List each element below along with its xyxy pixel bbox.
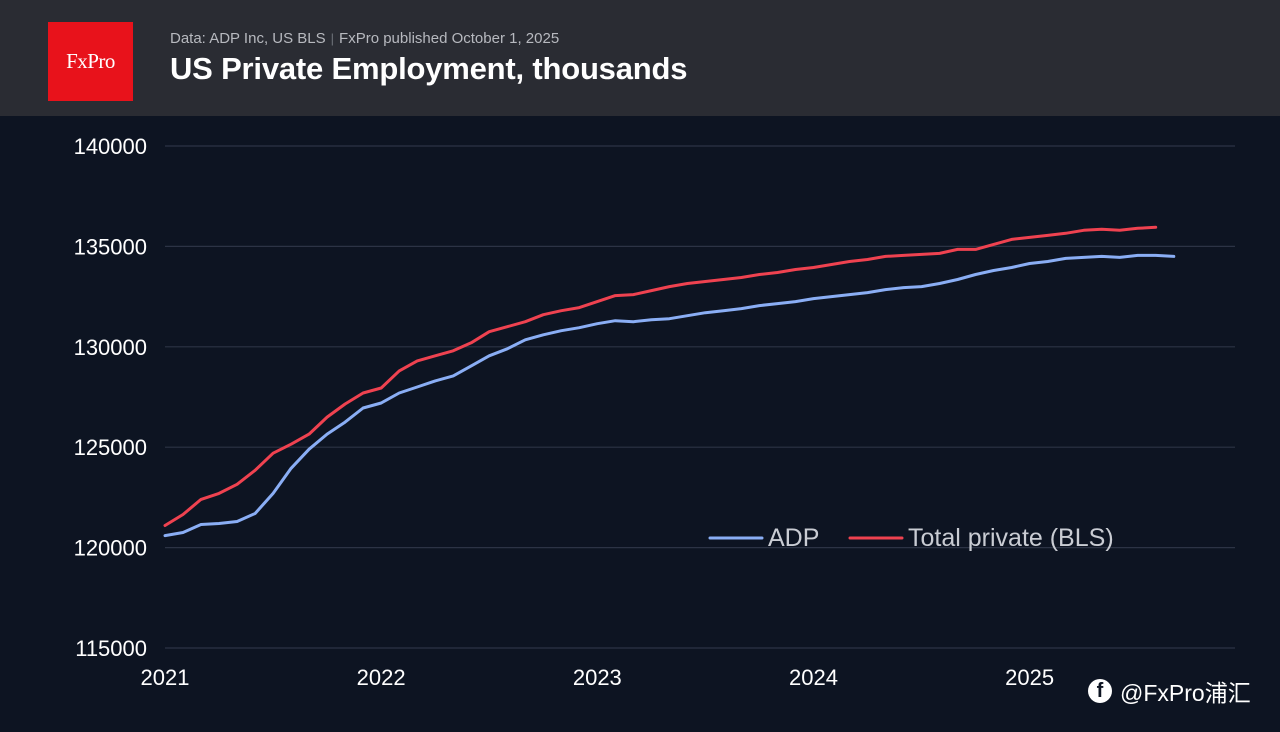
x-axis-ticks: 2021 2022 2023 2024 2025 xyxy=(141,665,1055,690)
watermark-text: @FxPro浦汇 xyxy=(1120,680,1251,706)
published-date: FxPro published October 1, 2025 xyxy=(339,30,560,47)
series-line-bls xyxy=(163,225,1158,527)
facebook-icon: f xyxy=(1088,679,1112,703)
source-separator: | xyxy=(330,31,335,46)
logo-text: FxPro xyxy=(66,49,115,73)
x-tick-label: 2024 xyxy=(789,665,838,690)
y-tick-label: 140000 xyxy=(74,134,147,159)
watermark: f @FxPro浦汇 xyxy=(1088,676,1251,706)
y-tick-label: 130000 xyxy=(74,335,147,360)
x-tick-label: 2022 xyxy=(357,665,406,690)
y-tick-label: 115000 xyxy=(75,636,147,661)
y-tick-label: 120000 xyxy=(74,536,147,561)
y-axis-ticks: 115000 120000 125000 130000 135000 140000 xyxy=(74,134,147,661)
fxpro-logo: FxPro xyxy=(48,22,133,101)
source-line: Data: ADP Inc, US BLS | FxPro published Oc… xyxy=(170,30,559,47)
employment-chart: 115000 120000 125000 130000 135000 140000 202… xyxy=(74,134,1235,690)
series-line-adp xyxy=(163,253,1176,538)
legend-label: Total private (BLS) xyxy=(908,524,1114,552)
x-tick-label: 2025 xyxy=(1005,665,1054,690)
grid-lines xyxy=(165,145,1235,649)
header-bar: FxPro Data: ADP Inc, US BLS | FxPro publis… xyxy=(0,0,1280,116)
series-lines xyxy=(163,225,1176,538)
chart-title: US Private Employment, thousands xyxy=(170,51,688,86)
data-source: Data: ADP Inc, US BLS xyxy=(170,30,326,47)
legend-label: ADP xyxy=(768,524,819,552)
y-tick-label: 135000 xyxy=(74,234,147,259)
legend: ADP Total private (BLS) xyxy=(708,524,1114,552)
x-tick-label: 2021 xyxy=(141,665,190,690)
y-tick-label: 125000 xyxy=(74,435,147,460)
x-tick-label: 2023 xyxy=(573,665,622,690)
